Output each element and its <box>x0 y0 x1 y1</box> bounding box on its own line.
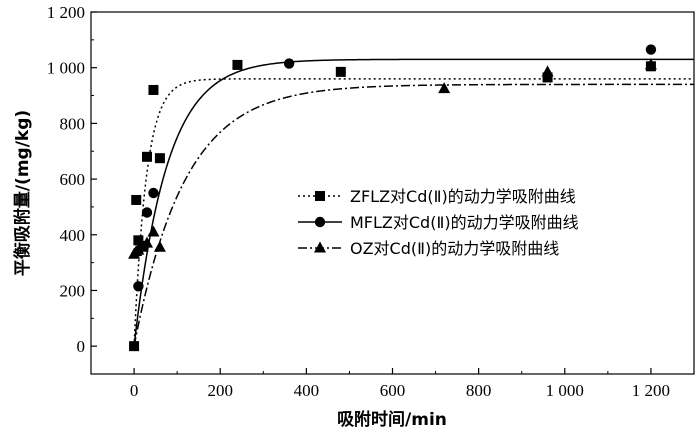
legend-marker <box>314 216 326 228</box>
x-tick-label: 0 <box>130 381 139 400</box>
legend-marker <box>315 191 325 201</box>
legend-label: OZ对Cd(Ⅱ)的动力学吸附曲线 <box>350 239 559 258</box>
legend-marker <box>314 241 326 253</box>
x-tick-label: 800 <box>466 381 492 400</box>
data-point-circle <box>133 281 144 292</box>
legend: ZFLZ对Cd(Ⅱ)的动力学吸附曲线 MFLZ对Cd(Ⅱ)的动力学吸附曲线 OZ对C… <box>298 187 579 258</box>
x-tick-label: 1 200 <box>632 381 670 400</box>
y-tick-label: 400 <box>60 226 86 245</box>
fit-curve <box>133 83 694 347</box>
x-tick-label: 400 <box>294 381 320 400</box>
data-point-circle <box>141 207 153 218</box>
fit-curve <box>133 78 694 347</box>
x-tick-label: 200 <box>207 381 233 400</box>
data-point-triangle <box>541 65 554 77</box>
legend-label: ZFLZ对Cd(Ⅱ)的动力学吸附曲线 <box>350 187 576 206</box>
y-tick-label: 1 000 <box>47 59 85 78</box>
axis-ticks: 0 200 400 600 800 1 000 1 200 0 200 400 600 800 1 00… <box>47 3 670 400</box>
data-point-square <box>232 59 243 70</box>
data-point-triangle <box>147 225 160 237</box>
x-axis-title: 吸附时间/min <box>337 409 447 430</box>
x-tick-label: 1 000 <box>546 381 584 400</box>
y-tick-label: 200 <box>60 281 86 300</box>
data-point-circle <box>645 44 657 55</box>
y-tick-label: 0 <box>77 337 86 356</box>
legend-label: MFLZ对Cd(Ⅱ)的动力学吸附曲线 <box>350 213 579 232</box>
y-tick-label: 600 <box>60 170 86 189</box>
data-point-triangle <box>438 82 451 94</box>
data-point-triangle <box>140 236 153 248</box>
y-tick-label: 1 200 <box>47 3 85 22</box>
data-point-square <box>129 341 140 352</box>
y-axis-title: 平衡吸附量/(mg/kg) <box>12 110 33 276</box>
fit-curves <box>133 58 694 347</box>
data-point-square <box>141 151 152 162</box>
data-point-circle <box>148 187 159 199</box>
data-point-square <box>131 194 142 205</box>
data-point-triangle <box>644 58 657 70</box>
data-point-square <box>133 235 144 246</box>
data-point-circle <box>283 58 295 69</box>
fit-curve <box>133 58 694 347</box>
data-point-square <box>542 72 553 83</box>
data-point-square <box>335 66 346 77</box>
data-point-triangle <box>153 240 166 252</box>
y-tick-label: 800 <box>60 114 86 133</box>
x-tick-label: 600 <box>380 381 406 400</box>
data-point-square <box>154 153 165 164</box>
data-markers <box>128 44 657 352</box>
data-point-square <box>148 84 159 95</box>
